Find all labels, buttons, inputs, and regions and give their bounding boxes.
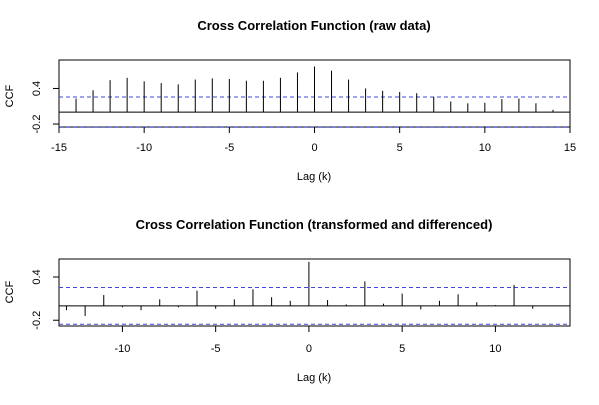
x-tick-label: -5 xyxy=(211,343,221,355)
x-tick-label: -10 xyxy=(136,142,152,154)
y-tick-label: -0.2 xyxy=(31,115,43,134)
ccf-transformed-panel: Cross Correlation Function (transformed … xyxy=(4,217,571,384)
x-tick-label: -5 xyxy=(224,142,234,154)
x-tick-label: 10 xyxy=(489,343,501,355)
plot-area-frame xyxy=(58,258,571,327)
x-tick-label: 0 xyxy=(311,142,317,154)
x-axis-label: Lag (k) xyxy=(297,372,331,384)
x-tick-label: 5 xyxy=(399,343,405,355)
y-tick-label: 0.4 xyxy=(31,81,43,96)
y-axis-label: CCF xyxy=(4,280,16,303)
x-tick-label: -10 xyxy=(114,343,130,355)
y-axis-label: CCF xyxy=(4,84,16,107)
x-tick-label: 10 xyxy=(479,142,491,154)
x-tick-label: 0 xyxy=(306,343,312,355)
x-tick-label: 15 xyxy=(564,142,576,154)
ccf-raw-panel: Cross Correlation Function (raw data) La… xyxy=(4,18,576,183)
chart-title: Cross Correlation Function (transformed … xyxy=(136,217,493,232)
x-tick-label: -15 xyxy=(51,142,67,154)
x-tick-label: 5 xyxy=(397,142,403,154)
x-axis-label: Lag (k) xyxy=(297,171,331,183)
y-tick-label: -0.2 xyxy=(31,311,43,330)
chart-title: Cross Correlation Function (raw data) xyxy=(197,18,430,33)
y-tick-label: 0.4 xyxy=(31,269,43,284)
